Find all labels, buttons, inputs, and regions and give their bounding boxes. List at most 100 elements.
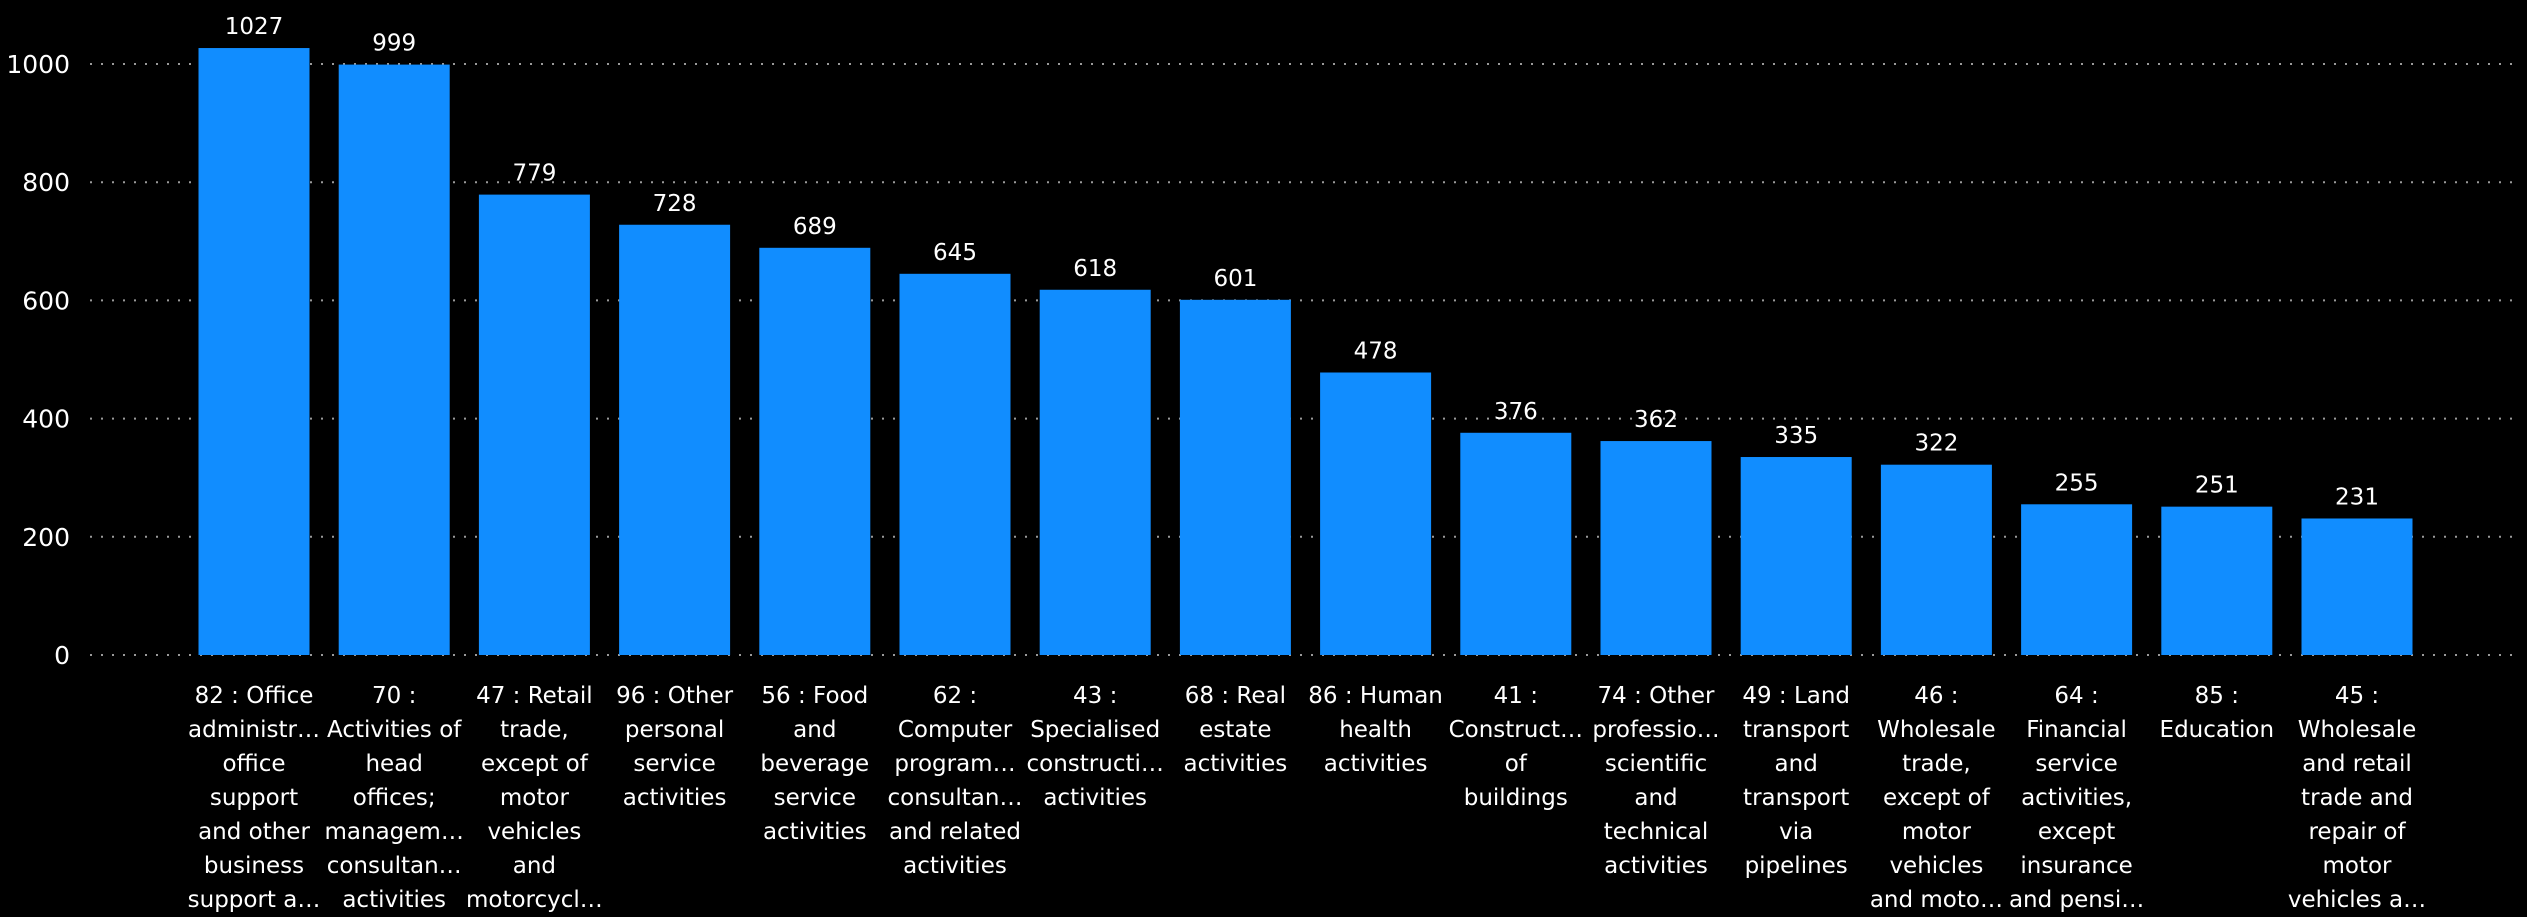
x-tick-label-line: 45 : (2334, 683, 2380, 709)
x-tick-label-line: service (773, 785, 856, 811)
x-tick-label-line: trade, (1902, 751, 1971, 777)
x-tick-label-line: Activities of (326, 717, 462, 743)
x-tick-label-line: 96 : Other (616, 683, 734, 709)
x-tick-label-line: Construct… (1448, 717, 1583, 743)
bar-value-label: 231 (2335, 484, 2379, 510)
bar-value-label: 362 (1634, 407, 1678, 433)
x-tick-label-line: and (1774, 751, 1818, 777)
bar-value-label: 376 (1494, 399, 1538, 425)
x-tick-label-line: activities (342, 887, 447, 913)
x-tick-label-line: pipelines (1744, 853, 1848, 879)
x-tick-label-line: trade and (2301, 785, 2413, 811)
bar[interactable] (1880, 464, 1992, 655)
bar[interactable] (1600, 441, 1712, 655)
x-tick-label-line: scientific (1604, 751, 1708, 777)
x-tick-label-line: health (1339, 717, 1412, 743)
bar[interactable] (1460, 432, 1572, 655)
bar[interactable] (1179, 299, 1291, 655)
x-tick-label-line: and related (889, 819, 1021, 845)
x-tick-label-line: 64 : (2054, 683, 2099, 709)
x-tick-label-line: 68 : Real (1184, 683, 1286, 709)
x-tick-label-line: 62 : (932, 683, 978, 709)
x-tick-label-line: activities, (2021, 785, 2133, 811)
x-tick-label-line: motor (1901, 819, 1971, 845)
bar-value-label: 689 (793, 214, 837, 240)
bar[interactable] (198, 48, 310, 656)
x-tick-label-line: and moto… (1869, 887, 2003, 913)
bar[interactable] (338, 64, 450, 655)
x-tick-label: 64 : Financial service activities, except ins… (2002, 679, 2152, 917)
x-tick-label-line: Wholesale (1877, 717, 1996, 743)
x-tick-label-line: business (203, 853, 305, 879)
bar-value-label: 322 (1914, 431, 1958, 457)
x-tick-label-line: vehicles (1889, 853, 1984, 879)
x-tick-label-line: 47 : Retail (476, 683, 593, 709)
bar-value-label: 478 (1354, 339, 1398, 365)
x-tick-label-line: motor (2322, 853, 2392, 879)
x-tick-label: 74 : Other professio… scientific and technic… (1581, 679, 1731, 883)
x-tick-label-line: of (1504, 751, 1527, 777)
x-tick-label-line: 41 : (1493, 683, 1538, 709)
x-tick-label: 96 : Other personal service activities (600, 679, 750, 815)
x-tick-label-line: head (365, 751, 423, 777)
x-tick-label-line: 43 : (1073, 683, 1118, 709)
bar[interactable] (1320, 372, 1432, 655)
x-tick-label: 85 : Education (2142, 679, 2292, 747)
bar[interactable] (2021, 504, 2133, 655)
x-tick-label-line: trade, (500, 717, 569, 743)
bar[interactable] (2301, 518, 2413, 655)
x-tick-label-line: Specialised (1030, 717, 1161, 743)
x-tick-label-line: constructi… (1026, 751, 1164, 777)
y-tick-label: 400 (22, 405, 70, 434)
x-tick-label: 82 : Office administr… office support and ot… (179, 679, 329, 917)
x-tick-label: 43 : Specialised constructi… activities (1020, 679, 1170, 815)
bar[interactable] (899, 273, 1011, 655)
x-tick-label-line: transport (1743, 785, 1850, 811)
x-tick-label-line: 46 : (1914, 683, 1959, 709)
bar[interactable] (1740, 457, 1852, 655)
x-tick-label-line: motorcycl… (465, 887, 603, 913)
bar-value-label: 618 (1073, 256, 1117, 282)
x-tick-label: 45 : Wholesale and retail trade and repair o… (2282, 679, 2432, 917)
x-tick-label-line: Financial (2026, 717, 2127, 743)
bar[interactable] (478, 194, 590, 655)
bars (198, 48, 2413, 656)
x-tick-label-line: consultan… (326, 853, 462, 879)
x-tick-label-line: 86 : Human (1308, 683, 1443, 709)
x-tick-label-line: except (2037, 819, 2116, 845)
x-tick-label-line: except of (1882, 785, 1990, 811)
x-tick-label-line: activities (1604, 853, 1708, 879)
bar[interactable] (2161, 506, 2273, 655)
x-tick-label: 56 : Food and beverage service activities (740, 679, 890, 849)
x-tick-label-line: activities (1043, 785, 1148, 811)
x-tick-label-line: support (209, 785, 299, 811)
bar[interactable] (1039, 289, 1151, 655)
x-tick-label-line: administr… (188, 717, 320, 743)
x-tick-label-line: 74 : Other (1597, 683, 1715, 709)
x-tick-label-line: and pensi… (2008, 887, 2145, 913)
x-tick-label-line: vehicles (487, 819, 582, 845)
x-tick-label-line: 49 : Land (1742, 683, 1851, 709)
bar-value-label: 601 (1213, 266, 1257, 292)
y-tick-label: 200 (22, 523, 70, 552)
x-tick-label-line: buildings (1463, 785, 1568, 811)
x-tick-label-line: insurance (2020, 853, 2133, 879)
bar-value-label: 255 (2055, 470, 2099, 496)
bar[interactable] (619, 224, 731, 655)
bar-value-label: 251 (2195, 473, 2239, 499)
x-tick-label-line: service (633, 751, 716, 777)
x-tick-label-line: beverage (760, 751, 870, 777)
x-tick-label-line: service (2035, 751, 2118, 777)
y-axis-ticks: 0 200 400 600 800 1000 (6, 50, 70, 670)
bar-value-label: 999 (372, 31, 416, 57)
bar[interactable] (759, 247, 871, 655)
x-tick-label-line: professio… (1592, 717, 1720, 743)
x-tick-label-line: activities (1183, 751, 1288, 777)
x-tick-label: 86 : Human health activities (1301, 679, 1451, 781)
x-tick-label-line: Computer (897, 717, 1013, 743)
x-tick-label-line: repair of (2308, 819, 2406, 845)
y-tick-label: 800 (22, 168, 70, 197)
bar-value-label: 645 (933, 240, 977, 266)
bar-value-label: 1027 (225, 14, 284, 40)
